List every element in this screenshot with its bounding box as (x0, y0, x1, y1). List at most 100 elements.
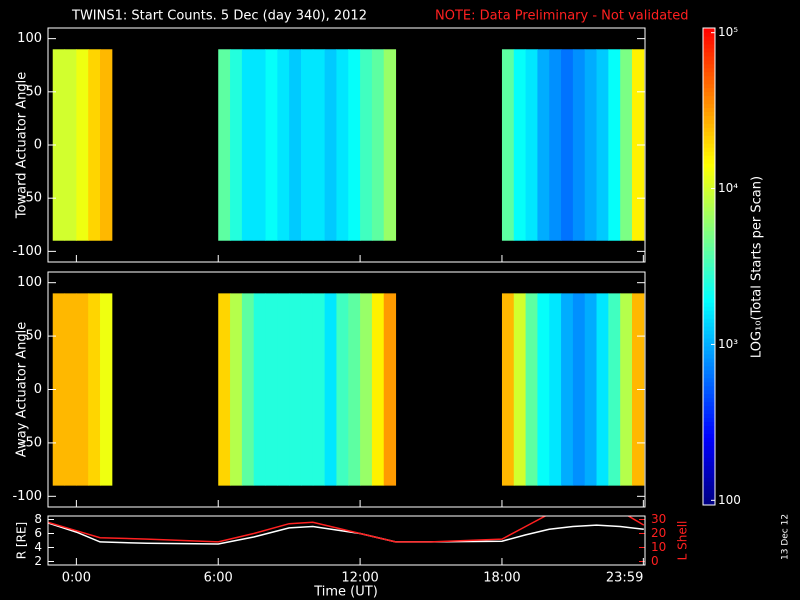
heatmap-cell (300, 293, 314, 486)
colorbar-swatch (703, 401, 715, 407)
heatmap-cell (383, 49, 397, 241)
colorbar-swatch (703, 258, 715, 264)
colorbar-swatch (703, 338, 715, 343)
heatmap-cell (64, 49, 77, 241)
heatmap-cell (312, 49, 326, 241)
heatmap-cell (608, 293, 621, 486)
heatmap-cell (584, 49, 598, 241)
heatmap-cell (537, 293, 550, 486)
colorbar-swatch (703, 393, 715, 399)
colorbar-swatch (703, 342, 715, 347)
colorbar-swatch (703, 234, 715, 240)
colorbar-swatch (703, 397, 715, 403)
y-axis-label: Away Actuator Angle (15, 322, 30, 457)
heatmap-cell (241, 293, 255, 486)
colorbar-swatch (703, 210, 715, 216)
heatmap-cell (88, 293, 101, 486)
note: NOTE: Data Preliminary - Not validated (435, 9, 689, 24)
colorbar-swatch (703, 353, 715, 359)
colorbar-swatch (703, 425, 715, 430)
line (48, 516, 645, 543)
colorbar-swatch (703, 79, 715, 85)
colorbar-swatch (703, 449, 715, 454)
x-tick-label: 12:00 (341, 571, 378, 586)
colorbar-swatch (703, 381, 715, 387)
colorbar-swatch (703, 107, 715, 112)
colorbar-swatch (703, 59, 715, 65)
heatmap-cell (265, 49, 278, 241)
colorbar-swatch (703, 179, 715, 184)
colorbar-swatch (703, 493, 715, 498)
colorbar-swatch (703, 270, 715, 275)
heatmap-cell (596, 293, 609, 486)
colorbar-swatch (703, 481, 715, 486)
colorbar-swatch (703, 254, 715, 260)
colorbar-swatch (703, 290, 715, 295)
heatmap-cell (525, 49, 538, 241)
colorbar-swatch (703, 346, 715, 351)
colorbar-swatch (703, 334, 715, 339)
colorbar-swatch (703, 357, 715, 363)
colorbar-swatch (703, 282, 715, 287)
heatmap-cell (620, 293, 633, 486)
heatmap-cell (230, 49, 243, 241)
heatmap-cell (100, 49, 113, 241)
colorbar-tick-label: 10³ (718, 337, 738, 351)
colorbar-swatch (703, 202, 715, 208)
colorbar-swatch (703, 326, 715, 331)
colorbar-swatch (703, 135, 715, 140)
colorbar-swatch (703, 246, 715, 252)
heatmap-cell (52, 293, 66, 486)
colorbar-swatch (703, 123, 715, 128)
colorbar-swatch (703, 310, 715, 315)
colorbar-swatch (703, 322, 715, 327)
colorbar-swatch (703, 473, 715, 478)
colorbar-swatch (703, 461, 715, 466)
heatmap-cell (620, 49, 633, 241)
colorbar-swatch (703, 330, 715, 335)
colorbar-swatch (703, 349, 715, 355)
colorbar-swatch (703, 369, 715, 375)
heatmap-cell (360, 49, 373, 241)
heatmap-cell (383, 293, 397, 486)
x-tick-label: 0:00 (62, 571, 91, 586)
heatmap-cell (277, 293, 290, 486)
colorbar-swatch (703, 167, 715, 172)
colorbar-swatch (703, 159, 715, 164)
colorbar-swatch (703, 278, 715, 283)
heatmap-cell (218, 293, 231, 486)
colorbar-swatch (703, 143, 715, 148)
colorbar-swatch (703, 385, 715, 391)
heatmap-cell (371, 293, 385, 486)
colorbar-swatch (703, 28, 715, 33)
heatmap-cell (76, 49, 89, 241)
heatmap-cell (218, 49, 231, 241)
colorbar-swatch (703, 55, 715, 61)
y-tick-label: 4 (34, 540, 42, 554)
colorbar-swatch (703, 262, 715, 267)
colorbar-frame (702, 27, 716, 506)
panel-frame (47, 271, 646, 508)
y2-tick-label: 30 (651, 512, 666, 526)
colorbar-swatch (703, 433, 715, 438)
colorbar-swatch (703, 190, 715, 196)
colorbar-swatch (703, 429, 715, 434)
colorbar-swatch (703, 47, 715, 53)
colorbar-swatch (703, 63, 715, 69)
heatmap-cell (348, 49, 361, 241)
colorbar-swatch (703, 111, 715, 116)
heatmap-cell (76, 293, 89, 486)
y-tick-label: -50 (21, 435, 42, 450)
colorbar-swatch (703, 469, 715, 474)
heatmap-cell (265, 293, 278, 486)
heatmap-cell (52, 49, 66, 241)
colorbar-swatch (703, 171, 715, 176)
panel-frame (47, 27, 646, 263)
colorbar-swatch (703, 298, 715, 303)
heatmap-cell (289, 293, 302, 486)
colorbar-swatch (703, 131, 715, 136)
colorbar-swatch (703, 274, 715, 279)
colorbar-swatch (703, 373, 715, 379)
colorbar-tick-label: 10⁴ (718, 181, 738, 195)
colorbar-swatch (703, 147, 715, 152)
